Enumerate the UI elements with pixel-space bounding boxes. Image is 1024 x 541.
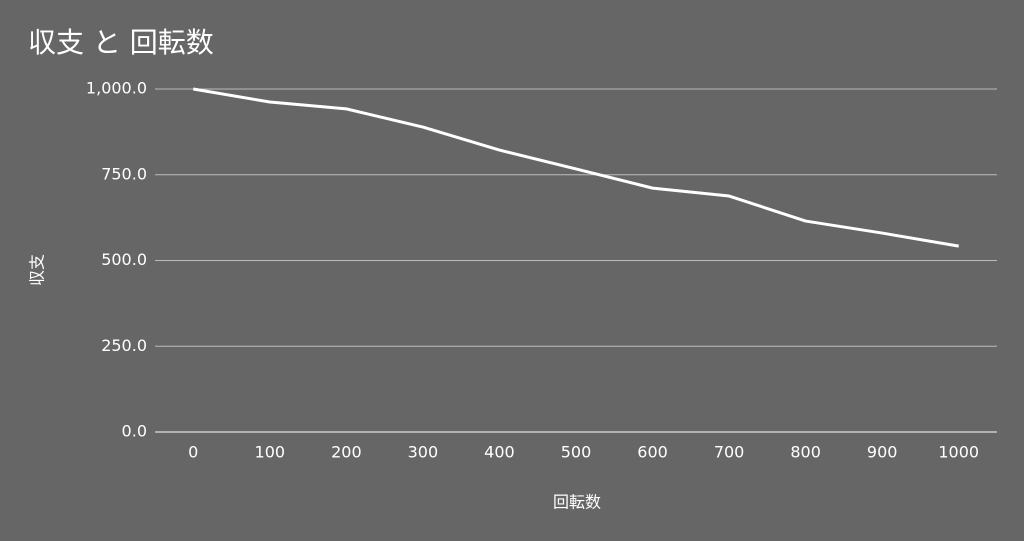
- x-tick-label: 900: [867, 443, 898, 462]
- y-axis-title: 収支: [28, 254, 47, 286]
- y-tick-label: 500.0: [101, 250, 147, 269]
- y-tick-label: 1,000.0: [86, 79, 147, 98]
- line-series: [193, 87, 959, 248]
- x-tick-label: 0: [188, 443, 198, 462]
- x-tick-label: 300: [408, 443, 439, 462]
- x-tick-label: 1000: [938, 443, 979, 462]
- x-tick-label: 700: [714, 443, 745, 462]
- x-tick-label: 200: [331, 443, 362, 462]
- y-tick-label: 250.0: [101, 336, 147, 355]
- y-tick-label: 0.0: [122, 422, 147, 441]
- x-axis-title: 回転数: [553, 493, 601, 512]
- x-tick-label: 400: [484, 443, 515, 462]
- chart-title: 収支 と 回転数: [28, 26, 214, 59]
- x-tick-label: 600: [637, 443, 668, 462]
- x-tick-label: 500: [561, 443, 592, 462]
- x-tick-label: 800: [790, 443, 821, 462]
- x-tick-label: 100: [255, 443, 286, 462]
- y-tick-label: 750.0: [101, 164, 147, 183]
